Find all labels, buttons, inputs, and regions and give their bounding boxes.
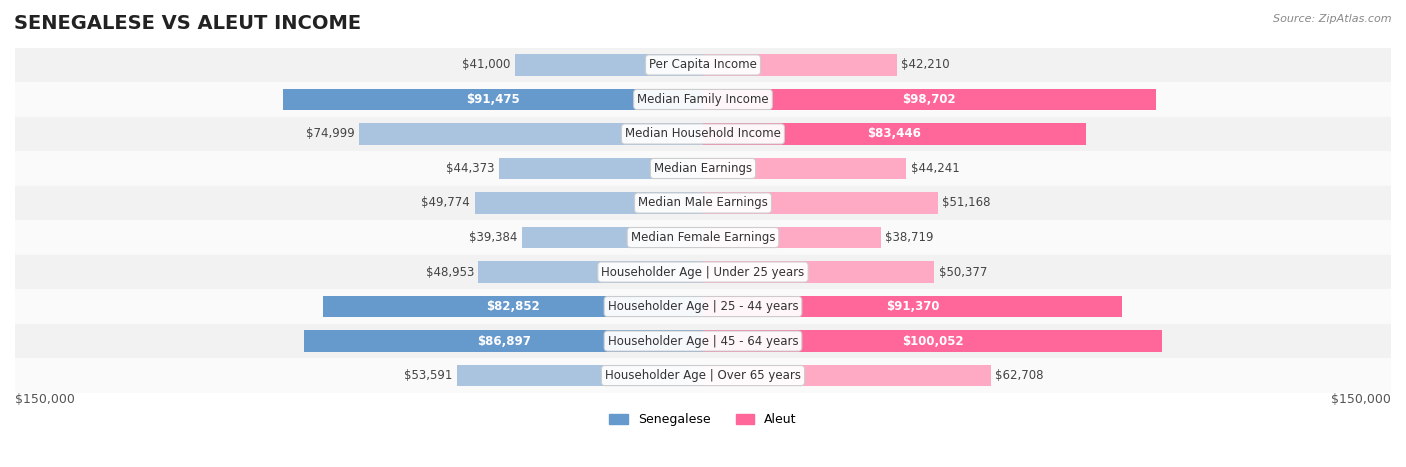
Text: Householder Age | 45 - 64 years: Householder Age | 45 - 64 years bbox=[607, 334, 799, 347]
Text: Householder Age | Over 65 years: Householder Age | Over 65 years bbox=[605, 369, 801, 382]
Text: Median Female Earnings: Median Female Earnings bbox=[631, 231, 775, 244]
Text: $82,852: $82,852 bbox=[486, 300, 540, 313]
Bar bbox=[515, 54, 703, 76]
Bar bbox=[284, 89, 703, 110]
FancyBboxPatch shape bbox=[15, 48, 1391, 82]
FancyBboxPatch shape bbox=[15, 186, 1391, 220]
Bar bbox=[305, 330, 703, 352]
Bar bbox=[703, 262, 934, 283]
Text: SENEGALESE VS ALEUT INCOME: SENEGALESE VS ALEUT INCOME bbox=[14, 14, 361, 33]
Bar bbox=[703, 158, 905, 179]
Text: Median Male Earnings: Median Male Earnings bbox=[638, 197, 768, 210]
Text: $50,377: $50,377 bbox=[939, 266, 987, 278]
Bar bbox=[703, 296, 1122, 317]
FancyBboxPatch shape bbox=[15, 289, 1391, 324]
Text: Median Earnings: Median Earnings bbox=[654, 162, 752, 175]
Text: Householder Age | 25 - 44 years: Householder Age | 25 - 44 years bbox=[607, 300, 799, 313]
Text: $150,000: $150,000 bbox=[1331, 393, 1391, 406]
Text: Median Household Income: Median Household Income bbox=[626, 127, 780, 141]
Text: Source: ZipAtlas.com: Source: ZipAtlas.com bbox=[1274, 14, 1392, 24]
Text: $41,000: $41,000 bbox=[463, 58, 510, 71]
Bar bbox=[499, 158, 703, 179]
Text: $44,241: $44,241 bbox=[911, 162, 959, 175]
Text: $83,446: $83,446 bbox=[868, 127, 921, 141]
Text: $49,774: $49,774 bbox=[422, 197, 470, 210]
Bar bbox=[457, 365, 703, 386]
FancyBboxPatch shape bbox=[15, 324, 1391, 358]
Text: $91,370: $91,370 bbox=[886, 300, 939, 313]
Text: $53,591: $53,591 bbox=[405, 369, 453, 382]
Bar bbox=[703, 89, 1156, 110]
Bar bbox=[523, 227, 703, 248]
Text: $44,373: $44,373 bbox=[446, 162, 495, 175]
FancyBboxPatch shape bbox=[15, 151, 1391, 186]
Text: Per Capita Income: Per Capita Income bbox=[650, 58, 756, 71]
Bar bbox=[703, 192, 938, 214]
Bar bbox=[703, 123, 1085, 145]
Text: $91,475: $91,475 bbox=[467, 93, 520, 106]
Bar bbox=[703, 227, 880, 248]
FancyBboxPatch shape bbox=[15, 117, 1391, 151]
Text: $86,897: $86,897 bbox=[477, 334, 530, 347]
Text: Householder Age | Under 25 years: Householder Age | Under 25 years bbox=[602, 266, 804, 278]
Text: $150,000: $150,000 bbox=[15, 393, 75, 406]
Text: $48,953: $48,953 bbox=[426, 266, 474, 278]
FancyBboxPatch shape bbox=[15, 255, 1391, 289]
Bar bbox=[703, 330, 1161, 352]
Bar bbox=[703, 54, 897, 76]
Bar bbox=[478, 262, 703, 283]
Text: $62,708: $62,708 bbox=[995, 369, 1043, 382]
Bar bbox=[703, 365, 991, 386]
FancyBboxPatch shape bbox=[15, 82, 1391, 117]
Text: $98,702: $98,702 bbox=[903, 93, 956, 106]
FancyBboxPatch shape bbox=[15, 220, 1391, 255]
FancyBboxPatch shape bbox=[15, 358, 1391, 393]
Text: Median Family Income: Median Family Income bbox=[637, 93, 769, 106]
Bar bbox=[323, 296, 703, 317]
Text: $42,210: $42,210 bbox=[901, 58, 950, 71]
Bar bbox=[475, 192, 703, 214]
Text: $39,384: $39,384 bbox=[470, 231, 517, 244]
Text: $100,052: $100,052 bbox=[901, 334, 963, 347]
Text: $38,719: $38,719 bbox=[886, 231, 934, 244]
Bar bbox=[359, 123, 703, 145]
Text: $74,999: $74,999 bbox=[305, 127, 354, 141]
Legend: Senegalese, Aleut: Senegalese, Aleut bbox=[605, 409, 801, 432]
Text: $51,168: $51,168 bbox=[942, 197, 991, 210]
